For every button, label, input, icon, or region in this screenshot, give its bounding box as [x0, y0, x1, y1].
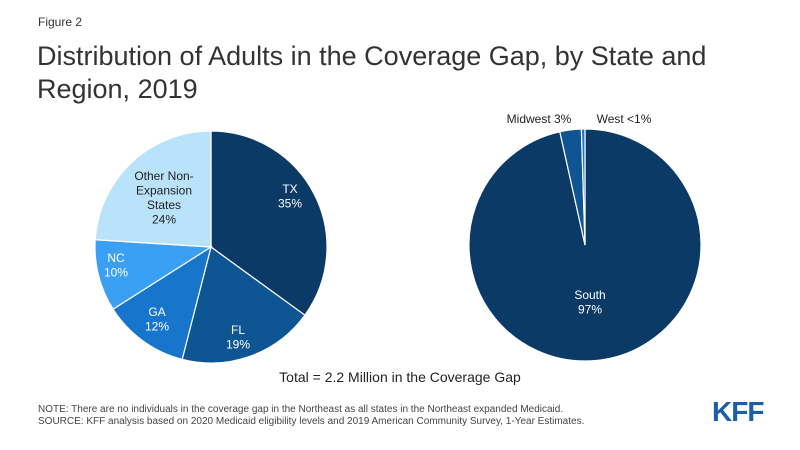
total-label: Total = 2.2 Million in the Coverage Gap — [279, 369, 521, 385]
kff-logo: KFF — [712, 396, 764, 427]
note-line: NOTE: There are no individuals in the co… — [38, 404, 564, 415]
region-pie-chart: South 97% Midwest 3% West <1% — [468, 112, 702, 362]
slice-label-south: South 97% — [574, 288, 605, 317]
pie-slice-other-non-expansion-states — [94, 130, 212, 248]
notes-block: NOTE: There are no individuals in the co… — [38, 404, 584, 428]
source-line: SOURCE: KFF analysis based on 2020 Medic… — [38, 416, 585, 427]
chart-title: Distribution of Adults in the Coverage G… — [37, 41, 707, 104]
pie-slice-tx — [210, 130, 328, 317]
pie-slice-ga — [112, 245, 212, 361]
pie-slice-fl — [181, 245, 306, 364]
slice-label-midwest: Midwest 3% — [507, 112, 572, 126]
state-pie-chart: TX 35% FL 19% GA 12% NC 10%Other Non-Expansion S… — [94, 130, 328, 364]
figure-label: Figure 2 — [38, 15, 83, 29]
pie-slice-west — [580, 128, 586, 246]
slice-label-fl: FL 19% — [226, 323, 250, 352]
slice-label-nc: NC 10% — [104, 251, 128, 280]
slice-label-tx: TX 35% — [278, 182, 302, 211]
slice-label-ga: GA 12% — [145, 305, 169, 334]
pie-slice-nc — [94, 239, 213, 310]
slice-label-west: West <1% — [597, 112, 652, 126]
slice-label-other-non-expansion-states: Other Non-Expansion States 24% — [134, 169, 193, 227]
